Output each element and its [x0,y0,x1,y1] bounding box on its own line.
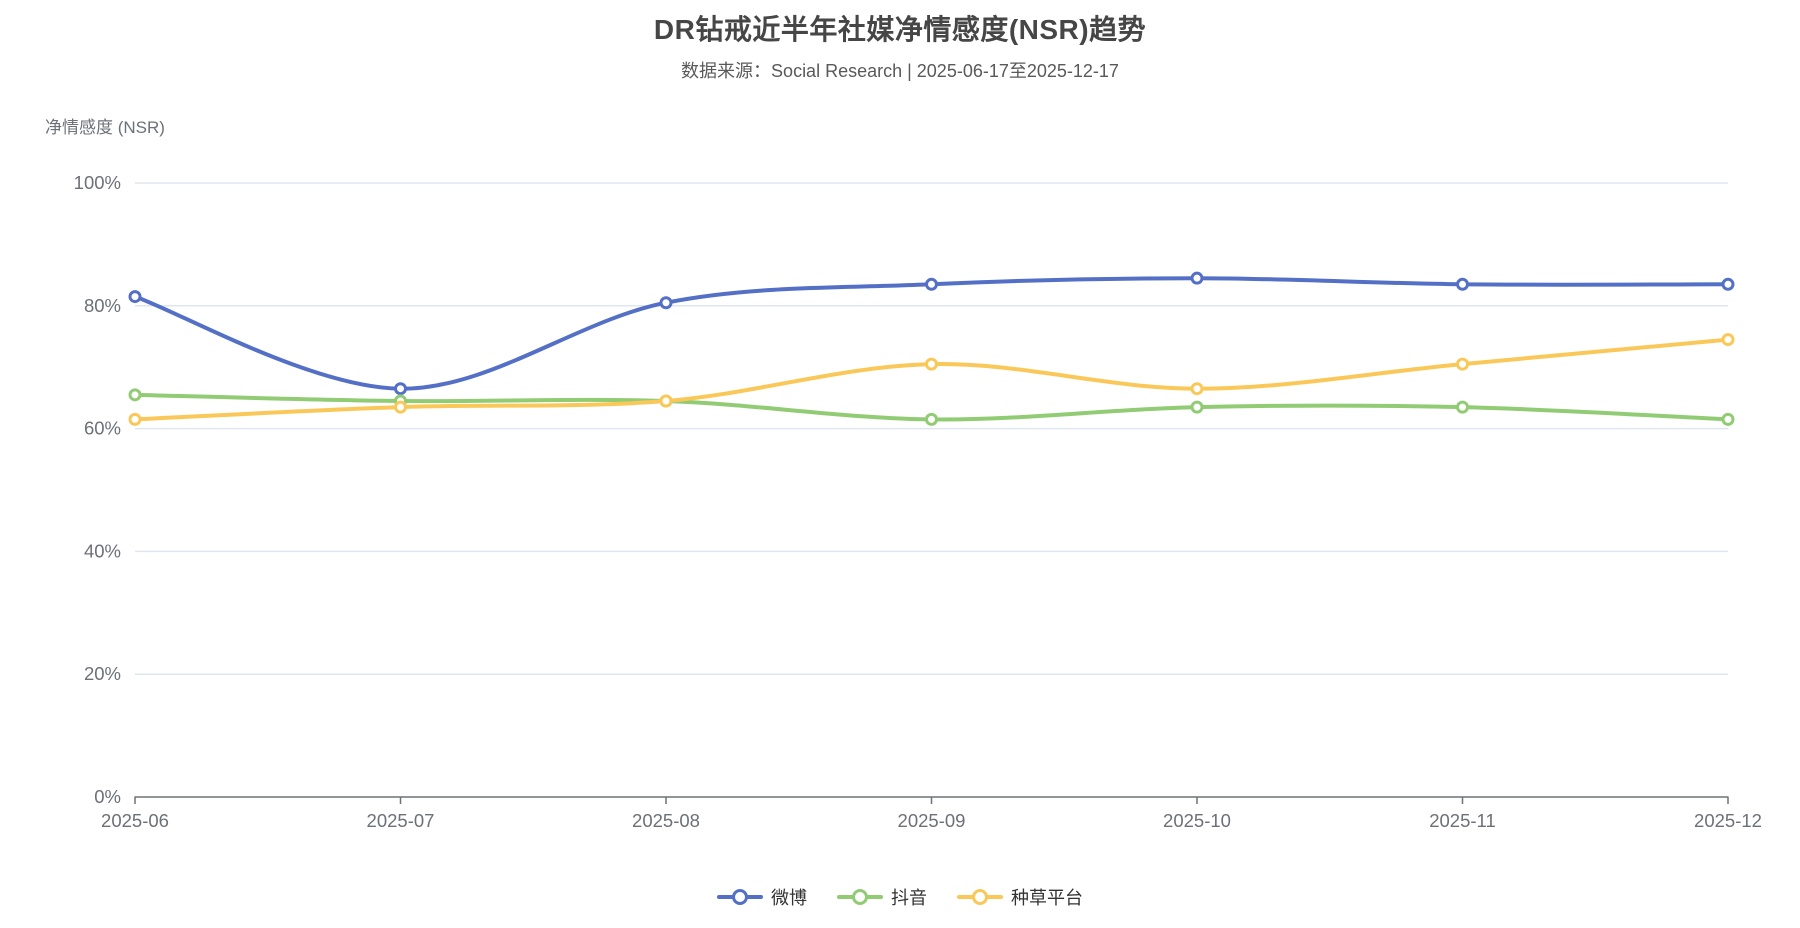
chart-subtitle: 数据来源：Social Research | 2025-06-17至2025-1… [681,61,1119,81]
data-point-微博-2025-07[interactable] [394,382,407,396]
data-point-抖音-2025-10[interactable] [1190,400,1204,414]
y-axis-label-0%: 0% [94,786,121,807]
data-point-种草平台-2025-08[interactable] [659,394,673,408]
data-point-抖音-2025-12[interactable] [1721,412,1735,426]
x-axis-label-2025-10: 2025-10 [1163,810,1231,831]
legend-line-icon [717,889,763,905]
y-axis-label-80%: 80% [84,295,121,316]
data-point-种草平台-2025-11[interactable] [1456,357,1469,371]
legend-item-微博[interactable]: 微博 [717,884,807,910]
chart-legend: 微博 抖音 种草平台 [0,884,1800,910]
chart-title: DR钻戒近半年社媒净情感度(NSR)趋势 [653,14,1147,45]
legend-line-icon [837,889,883,905]
x-axis-label-2025-08: 2025-08 [632,810,700,831]
data-point-种草平台-2025-06[interactable] [128,412,142,426]
legend-label: 抖音 [891,888,927,908]
series-line-微博 [133,276,1730,391]
data-point-微博-2025-11[interactable] [1456,277,1469,291]
y-axis-label-100%: 100% [74,172,121,193]
data-point-抖音-2025-11[interactable] [1456,400,1469,414]
data-point-微博-2025-12[interactable] [1721,277,1735,291]
data-point-种草平台-2025-12[interactable] [1721,333,1735,347]
data-point-种草平台-2025-07[interactable] [394,400,407,414]
data-point-抖音-2025-06[interactable] [128,388,142,402]
data-point-种草平台-2025-09[interactable] [925,357,938,371]
data-point-微博-2025-08[interactable] [659,296,673,310]
x-axis-label-2025-12: 2025-12 [1694,810,1762,831]
y-axis-label-60%: 60% [84,418,121,439]
legend-label: 微博 [771,888,807,908]
data-point-微博-2025-10[interactable] [1190,271,1204,285]
legend-label: 种草平台 [1011,888,1083,908]
data-point-微博-2025-09[interactable] [925,277,938,291]
x-axis-label-2025-09: 2025-09 [898,810,966,831]
legend-line-icon [957,889,1003,905]
legend-item-种草平台[interactable]: 种草平台 [957,884,1083,910]
data-point-种草平台-2025-10[interactable] [1190,382,1204,396]
legend-item-抖音[interactable]: 抖音 [837,884,927,910]
y-axis-name: 净情感度 (NSR) [45,118,165,137]
x-axis-label-2025-06: 2025-06 [101,810,169,831]
y-axis-label-20%: 20% [84,663,121,684]
y-axis-label-40%: 40% [84,540,121,561]
data-point-微博-2025-06[interactable] [128,290,142,304]
data-point-抖音-2025-09[interactable] [925,412,938,426]
x-axis-label-2025-11: 2025-11 [1429,810,1496,831]
x-axis-label-2025-07: 2025-07 [367,810,435,831]
